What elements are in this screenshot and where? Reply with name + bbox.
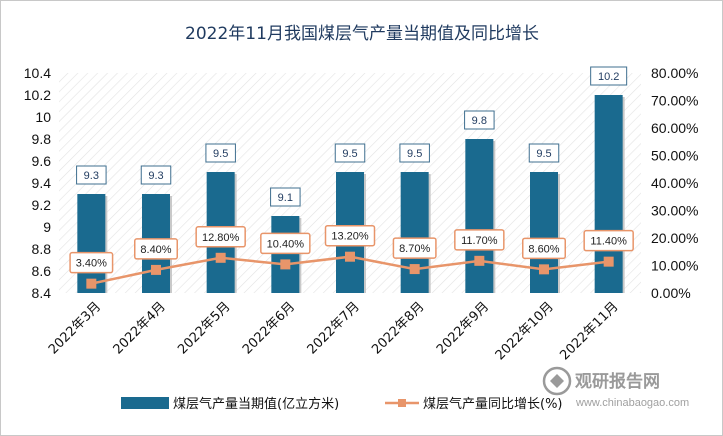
left-tick-label: 8.6 [32,263,52,279]
bar-value-label: 9.5 [213,148,228,160]
bar [77,194,106,293]
legend: 煤层气产量当期值(亿立方米) 煤层气产量同比增长(%) [121,396,563,412]
bar [400,172,429,293]
bar-value-label: 10.2 [598,71,619,83]
line-point [215,252,226,263]
line-label-box [583,229,634,252]
line-value-label: 8.40% [140,244,171,256]
chart-title: 2022年11月我国煤层气产量当期值及同比增长 [185,24,539,44]
legend-bar-label: 煤层气产量当期值(亿立方米) [173,396,339,412]
left-tick-label: 10 [35,109,51,125]
bar [530,172,558,293]
right-tick-label: 0.00% [651,285,691,301]
x-axis-ticks: 2022年3月 2022年4月 2022年5月 2022年6月 2022年7月 2022年… [46,299,622,363]
left-tick-label: 8.8 [32,241,52,257]
line-point [409,264,420,275]
bar-series: 9.3 9.3 9.5 9.1 9.5 9.5 9.8 9.5 10.2 [76,66,628,293]
x-tick-label: 2022年7月 [305,299,363,357]
bar [465,139,494,293]
x-tick-label: 2022年3月 [46,299,104,357]
x-tick-label: 2022年6月 [240,299,298,357]
line-label-box [134,238,178,260]
watermark-url: www.chinabaogao.com [575,397,689,409]
line-series: 3.40% 8.40% 12.80% 10.40% 13.20% 8.70% 11.70% 8… [69,224,634,289]
bar-label-box [399,143,430,163]
line-label-box [69,251,114,274]
line-label-box [392,237,437,259]
line-point [603,256,614,267]
right-tick-label: 30.00% [651,203,698,219]
legend-line-label: 煤层气产量同比增长(%) [423,396,563,412]
bar-value-label: 9.5 [342,148,357,160]
left-tick-label: 9.4 [32,175,52,191]
line-value-label: 12.80% [202,232,240,244]
left-axis-ticks: 8.4 8.6 8.8 9 9.2 9.4 9.6 9.8 10 10.2 10.4 [24,65,51,301]
line-point [474,255,485,266]
right-axis-ticks: 0.00% 10.00% 20.00% 30.00% 40.00% 50.00% 60.00… [651,65,698,301]
left-tick-label: 8.4 [32,285,52,301]
bar [271,216,300,293]
line-value-label: 10.40% [267,238,305,250]
bar-label-box [270,187,301,207]
line-point [539,264,549,275]
left-tick-label: 9 [43,219,51,235]
watermark-logo-icon [542,366,572,396]
bar-value-label: 9.5 [536,148,551,160]
x-tick-label: 2022年9月 [434,299,492,357]
line-value-label: 11.70% [461,235,498,247]
line-point [345,251,355,262]
x-tick-label: 2022年8月 [369,299,427,357]
bar-label-box [334,143,366,163]
line-value-label: 8.60% [528,243,559,255]
bar-label-box [76,165,107,185]
line-label-box [454,229,505,251]
right-tick-label: 70.00% [651,93,698,109]
left-tick-label: 9.2 [32,197,52,213]
line-label-box [195,226,246,248]
line-value-label: 11.40% [590,236,627,248]
bar-value-label: 9.3 [84,170,99,182]
line-value-label: 8.70% [399,243,430,255]
right-tick-label: 60.00% [651,120,698,136]
bar-value-label: 9.1 [278,192,293,204]
line-label-box [324,224,376,247]
watermark: 观研报告网 www.chinabaogao.com [542,366,689,409]
bar-value-label: 9.3 [148,170,163,182]
line-label-box [522,237,566,260]
left-tick-label: 10.2 [24,87,51,103]
left-tick-label: 9.6 [32,153,52,169]
watermark-logo-mark [550,374,564,388]
x-tick-label: 2022年5月 [175,299,233,357]
line-label-box [260,232,311,255]
line-point [280,259,291,270]
bar-value-label: 9.5 [407,148,422,160]
watermark-title: 观研报告网 [574,371,660,392]
line-point [151,264,161,275]
bar-value-label: 9.8 [472,115,487,127]
right-tick-label: 80.00% [651,65,698,81]
line-value-label: 13.20% [331,231,369,243]
bar-label-box [528,143,560,163]
bar-label-box [590,66,628,86]
right-tick-label: 40.00% [651,175,698,191]
right-tick-label: 50.00% [651,148,698,164]
line-point [86,278,97,289]
bar-label-box [205,143,236,163]
legend-bar-swatch [121,397,169,409]
legend-line-marker [398,399,406,407]
x-tick-label: 2022年10月 [493,299,557,363]
right-tick-label: 10.00% [651,258,698,274]
left-tick-label: 9.8 [32,131,52,147]
line-value-label: 3.40% [76,258,107,270]
bar-label-box [464,110,495,130]
left-tick-label: 10.4 [24,65,51,81]
x-tick-label: 2022年4月 [111,299,169,357]
x-tick-label: 2022年11月 [557,299,621,363]
right-tick-label: 20.00% [651,230,698,246]
bar-label-box [140,165,172,185]
